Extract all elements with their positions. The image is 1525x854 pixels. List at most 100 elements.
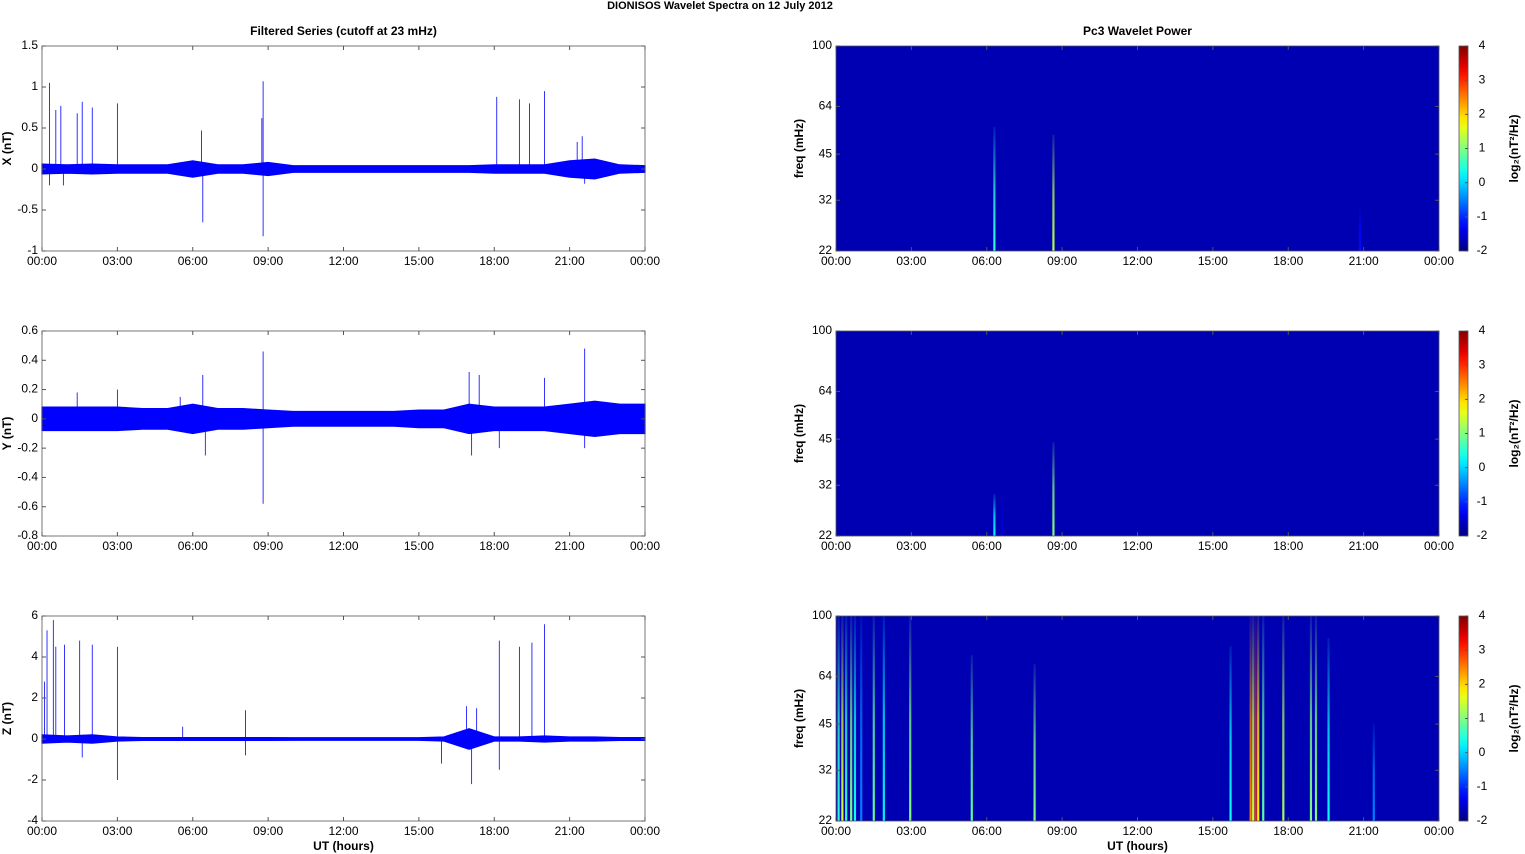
colorbar-tick-label: -1 xyxy=(1477,779,1488,793)
heatmap-background xyxy=(836,331,1439,536)
y-tick-label: -1 xyxy=(27,243,38,257)
noise-band xyxy=(41,400,646,438)
panel: -0.8 -0.6 -0.4 -0.2 0 0.2 0.4 0.6 00:00 03:00 06:0… xyxy=(0,323,660,553)
y-tick-label: 0 xyxy=(31,411,38,425)
colorbar-tick-label: 2 xyxy=(1479,677,1486,691)
colorbar-tick-label: 0 xyxy=(1479,175,1486,189)
y-tick-label: 64 xyxy=(819,384,833,398)
power-streak xyxy=(1000,494,1004,536)
x-tick-label: 00:00 xyxy=(821,254,851,268)
x-tick-label: 00:00 xyxy=(27,824,57,838)
colorbar-label: log₂(nT²/Hz) xyxy=(1507,400,1521,468)
power-streak xyxy=(1252,616,1255,821)
y-tick-label: 100 xyxy=(812,38,832,52)
x-tick-label: 00:00 xyxy=(630,539,660,553)
y-tick-label: 22 xyxy=(819,528,833,542)
power-streak xyxy=(1249,616,1252,821)
x-tick-label: 03:00 xyxy=(896,254,926,268)
y-tick-label: 0.2 xyxy=(21,382,38,396)
x-tick-label: 00:00 xyxy=(1424,254,1454,268)
y-tick-label: -0.8 xyxy=(17,528,38,542)
power-streak xyxy=(1358,209,1362,251)
x-tick-label: 12:00 xyxy=(328,254,358,268)
power-streak xyxy=(837,616,840,821)
y-tick-label: -0.4 xyxy=(17,470,38,484)
panel: -4 -2 0 2 4 6 00:00 03:00 06:00 09:00 12:00 15:00 18… xyxy=(0,608,660,853)
power-streak xyxy=(841,616,844,821)
power-streak xyxy=(1052,134,1055,251)
heatmap-background xyxy=(836,616,1439,821)
x-axis-label: UT (hours) xyxy=(1107,839,1168,853)
x-tick-label: 12:00 xyxy=(328,824,358,838)
y-tick-label: -4 xyxy=(27,813,38,827)
x-tick-label: 06:00 xyxy=(178,254,208,268)
colorbar-tick-label: 1 xyxy=(1479,426,1486,440)
x-tick-label: 15:00 xyxy=(404,824,434,838)
colorbar-tick-label: 2 xyxy=(1479,392,1486,406)
colorbar-tick-label: 4 xyxy=(1479,608,1486,622)
colorbar-tick-label: -2 xyxy=(1477,528,1488,542)
y-axis-label: freq (mHz) xyxy=(792,119,806,178)
axes-frame xyxy=(41,615,646,822)
power-streak xyxy=(882,616,885,821)
x-tick-label: 15:00 xyxy=(1198,824,1228,838)
y-tick-label: -0.5 xyxy=(17,202,38,216)
x-tick-label: 03:00 xyxy=(102,824,132,838)
y-tick-label: 45 xyxy=(819,716,833,730)
power-streak xyxy=(909,616,912,821)
colorbar-tick-label: 1 xyxy=(1479,141,1486,155)
x-tick-label: 18:00 xyxy=(1273,254,1303,268)
x-tick-label: 09:00 xyxy=(1047,539,1077,553)
figure-title: DIONISOS Wavelet Spectra on 12 July 2012 xyxy=(607,0,833,12)
x-tick-label: 18:00 xyxy=(479,824,509,838)
panel: -1 -0.5 0 0.5 1 1.5 00:00 03:00 06:00 09:00 12:00 1… xyxy=(0,24,660,268)
panel: -2 -1 0 1 2 3 4 log₂(nT²/Hz) 22 32 45 64 100 00:00 03:… xyxy=(792,323,1521,553)
x-tick-label: 00:00 xyxy=(821,824,851,838)
power-streak xyxy=(850,616,853,821)
y-tick-label: 0.5 xyxy=(21,120,38,134)
power-streak xyxy=(1314,616,1318,821)
panel: -2 -1 0 1 2 3 4 log₂(nT²/Hz) 22 32 45 64 100 00:00 03:… xyxy=(792,608,1521,853)
x-tick-label: 03:00 xyxy=(102,254,132,268)
x-tick-label: 21:00 xyxy=(555,824,585,838)
power-streak xyxy=(872,616,875,821)
x-tick-label: 15:00 xyxy=(404,254,434,268)
y-tick-label: 0 xyxy=(31,161,38,175)
x-tick-label: 00:00 xyxy=(1424,824,1454,838)
colorbar-label: log₂(nT²/Hz) xyxy=(1507,685,1521,753)
y-tick-label: 0.4 xyxy=(21,352,38,366)
power-streak xyxy=(1257,616,1260,821)
axes-frame xyxy=(41,45,646,252)
x-tick-label: 06:00 xyxy=(178,539,208,553)
x-tick-label: 06:00 xyxy=(178,824,208,838)
colorbar-tick-label: -2 xyxy=(1477,813,1488,827)
colorbar-tick-label: -2 xyxy=(1477,243,1488,257)
x-tick-label: 15:00 xyxy=(1198,539,1228,553)
y-axis-label: freq (mHz) xyxy=(792,689,806,748)
power-streak xyxy=(993,494,996,536)
y-tick-label: 0 xyxy=(31,731,38,745)
x-tick-label: 00:00 xyxy=(27,539,57,553)
y-tick-label: -2 xyxy=(27,772,38,786)
power-streak xyxy=(1229,646,1232,821)
y-tick-label: -0.2 xyxy=(17,440,38,454)
power-streak xyxy=(845,616,848,821)
y-tick-label: 22 xyxy=(819,813,833,827)
y-axis-label: X (nT) xyxy=(0,132,14,166)
y-tick-label: 2 xyxy=(31,690,38,704)
y-tick-label: 1.5 xyxy=(21,38,38,52)
x-axis-label: UT (hours) xyxy=(313,839,374,853)
x-tick-label: 06:00 xyxy=(972,539,1002,553)
heatmap-background xyxy=(836,46,1439,251)
y-tick-label: 6 xyxy=(31,608,38,622)
power-streak xyxy=(1282,616,1285,821)
colorbar-tick-label: 4 xyxy=(1479,323,1486,337)
panel-title: Pc3 Wavelet Power xyxy=(1083,24,1192,38)
power-streak xyxy=(1372,724,1375,821)
x-tick-label: 21:00 xyxy=(1349,824,1379,838)
colorbar-tick-label: -1 xyxy=(1477,494,1488,508)
x-tick-label: 12:00 xyxy=(1122,539,1152,553)
x-tick-label: 03:00 xyxy=(896,824,926,838)
power-streak xyxy=(853,616,857,821)
x-tick-label: 09:00 xyxy=(253,539,283,553)
